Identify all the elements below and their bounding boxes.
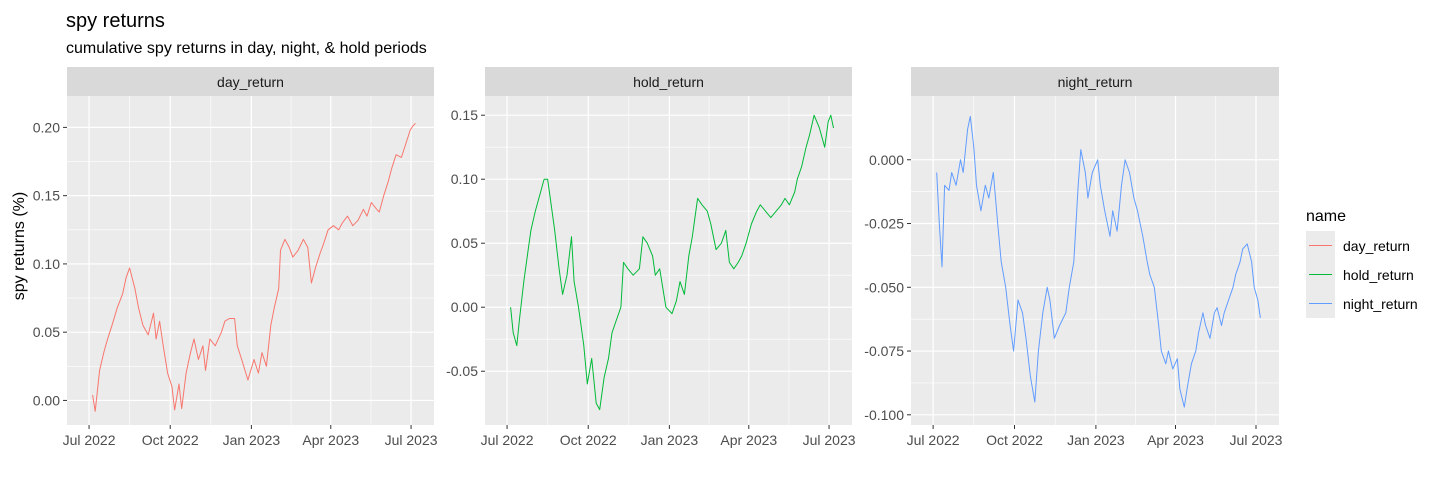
panel-background xyxy=(485,96,852,425)
legend-label: night_return xyxy=(1343,296,1418,312)
facet-strip-label: night_return xyxy=(1058,74,1133,90)
panel-background xyxy=(911,96,1279,425)
facet-panels: day_return 0.00 0.05 0.10 0.15 0.20 Jul 2022 Oc… xyxy=(33,67,1283,448)
y-tick-label: 0.10 xyxy=(451,171,478,187)
y-tick-label: 0.20 xyxy=(33,119,60,135)
legend-label: hold_return xyxy=(1343,267,1414,283)
x-tick-label: Oct 2022 xyxy=(560,432,617,448)
legend-title: name xyxy=(1306,208,1346,225)
chart-subtitle: cumulative spy returns in day, night, & … xyxy=(66,40,427,57)
chart-title: spy returns xyxy=(66,10,165,32)
facet-strip xyxy=(67,67,434,96)
series-line-day_return xyxy=(92,122,416,412)
y-tick-label: 0.00 xyxy=(33,392,60,408)
facet-panel-hold_return: hold_return -0.05 0.00 0.05 0.10 0.15 Jul 2022… xyxy=(446,67,856,448)
facet-panel-night_return: night_return -0.100 -0.075 -0.050 -0.025 0.00… xyxy=(864,67,1283,448)
y-tick-label: -0.025 xyxy=(864,216,904,232)
y-tick-label: 0.05 xyxy=(33,324,60,340)
x-tick-label: Oct 2022 xyxy=(142,432,199,448)
legend: name day_return hold_return night_return xyxy=(1306,208,1418,318)
x-tick-label: Oct 2022 xyxy=(986,432,1043,448)
panel-background xyxy=(67,96,434,425)
y-tick-label: -0.050 xyxy=(864,279,904,295)
legend-entry-hold_return: hold_return xyxy=(1306,260,1414,289)
y-tick-label: 0.000 xyxy=(869,152,904,168)
legend-entries: day_return hold_return night_return xyxy=(1306,231,1418,318)
y-tick-label: 0.00 xyxy=(451,299,478,315)
legend-entry-night_return: night_return xyxy=(1306,289,1418,318)
x-tick-label: Jul 2023 xyxy=(803,432,856,448)
x-tick-label: Jan 2023 xyxy=(223,432,281,448)
series-line-night_return xyxy=(936,115,1261,408)
x-tick-label: Jul 2022 xyxy=(63,432,116,448)
y-axis-label: spy returns (%) xyxy=(11,192,28,300)
y-tick-label: -0.05 xyxy=(446,363,478,379)
facet-strip-label: day_return xyxy=(217,74,284,90)
facet-strip xyxy=(911,67,1279,96)
x-tick-label: Apr 2023 xyxy=(1147,432,1204,448)
x-tick-label: Apr 2023 xyxy=(302,432,359,448)
x-tick-label: Jan 2023 xyxy=(1067,432,1125,448)
x-tick-label: Jul 2022 xyxy=(907,432,960,448)
y-tick-label: -0.100 xyxy=(864,407,904,423)
x-tick-label: Jul 2023 xyxy=(1230,432,1283,448)
facet-strip-label: hold_return xyxy=(633,74,704,90)
x-tick-label: Jul 2022 xyxy=(481,432,534,448)
x-tick-label: Jan 2023 xyxy=(641,432,699,448)
legend-entry-day_return: day_return xyxy=(1306,231,1410,260)
y-tick-label: 0.05 xyxy=(451,235,478,251)
facet-strip xyxy=(485,67,852,96)
y-tick-label: 0.10 xyxy=(33,256,60,272)
facet-panel-day_return: day_return 0.00 0.05 0.10 0.15 0.20 Jul 2022 Oc… xyxy=(33,67,438,448)
y-tick-label: 0.15 xyxy=(451,107,478,123)
legend-label: day_return xyxy=(1343,238,1410,254)
series-line-hold_return xyxy=(510,114,834,411)
y-tick-label: -0.075 xyxy=(864,343,904,359)
x-tick-label: Jul 2023 xyxy=(385,432,438,448)
x-tick-label: Apr 2023 xyxy=(720,432,777,448)
y-tick-label: 0.15 xyxy=(33,188,60,204)
